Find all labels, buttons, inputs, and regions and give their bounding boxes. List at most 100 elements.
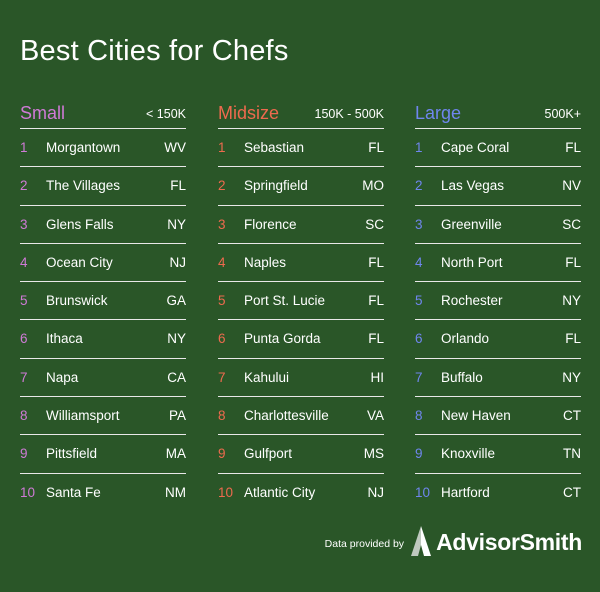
table-row: 6 Punta Gorda FL — [218, 320, 384, 359]
rank-number: 7 — [218, 369, 226, 385]
column-header: Small < 150K — [20, 100, 186, 129]
table-row: 10 Hartford CT — [415, 474, 581, 511]
city-name: Cape Coral — [441, 140, 510, 155]
state-code: CT — [563, 408, 581, 424]
rank-number: 7 — [415, 369, 423, 385]
state-code: TN — [563, 446, 581, 462]
table-row: 7 Kahului HI — [218, 359, 385, 398]
table-row: 2 Springfield MO — [218, 167, 384, 206]
state-code: HI — [370, 369, 385, 385]
table-row: 7 Buffalo NY — [415, 359, 581, 398]
city-name: Charlottesville — [244, 408, 329, 424]
rank-number: 9 — [218, 446, 226, 462]
state-code: MA — [165, 446, 186, 462]
table-row: 4 North Port FL — [415, 244, 581, 283]
table-row: 9 Pittsfield MA — [20, 435, 186, 474]
state-code: NY — [562, 293, 581, 309]
table-row: 8 Williamsport PA — [20, 397, 186, 436]
city-name: The Villages — [46, 178, 121, 194]
table-row: 3 Greenville SC — [415, 206, 581, 244]
state-code: FL — [368, 293, 384, 309]
rank-number: 2 — [20, 178, 28, 194]
column-range: < 150K — [146, 107, 186, 121]
column-large: Large 500K+ 1 Cape Coral FL 2 Las Vegas NV 3 Gr… — [415, 100, 581, 511]
city-name: Kahului — [244, 369, 290, 385]
rank-number: 9 — [415, 446, 423, 462]
state-code: FL — [170, 178, 186, 194]
city-name: North Port — [441, 254, 503, 270]
rank-number: 7 — [20, 369, 28, 385]
city-name: Santa Fe — [46, 484, 101, 500]
city-name: Buffalo — [441, 369, 483, 385]
city-name: Punta Gorda — [244, 331, 321, 347]
city-name: Sebastian — [244, 140, 305, 155]
table-row: 2 The Villages FL — [20, 167, 186, 206]
state-code: NY — [167, 216, 186, 232]
column-range: 500K+ — [544, 107, 582, 121]
city-name: Brunswick — [46, 293, 108, 309]
city-list: 1 Morgantown WV 2 The Villages FL 3 Glens Falls… — [20, 129, 186, 511]
state-code: FL — [565, 331, 581, 347]
footer-text: Data provided by — [324, 538, 405, 550]
state-code: PA — [168, 408, 186, 424]
table-row: 9 Knoxville TN — [415, 435, 581, 474]
state-code: FL — [368, 140, 384, 155]
table-row: 8 New Haven CT — [415, 397, 581, 436]
rank-number: 4 — [20, 254, 28, 270]
city-name: Las Vegas — [441, 178, 505, 194]
table-row: 4 Naples FL — [218, 244, 384, 283]
state-code: MO — [362, 178, 384, 194]
state-code: MS — [363, 446, 384, 462]
city-name: Springfield — [244, 178, 308, 194]
column-range: 150K - 500K — [314, 107, 385, 121]
table-row: 6 Orlando FL — [415, 320, 581, 359]
city-name: Naples — [244, 254, 287, 270]
column-midsize: Midsize 150K - 500K 1 Sebastian FL 2 Springf… — [218, 100, 384, 511]
page-title: Best Cities for Chefs — [20, 35, 289, 67]
rank-number: 8 — [20, 408, 28, 424]
rank-number: 10 — [415, 484, 431, 500]
column-small: Small < 150K 1 Morgantown WV 2 The Villages F… — [20, 100, 186, 511]
column-header: Large 500K+ — [415, 100, 581, 129]
city-name: Morgantown — [46, 140, 121, 155]
table-row: 3 Florence SC — [218, 206, 384, 244]
rank-number: 6 — [218, 331, 226, 347]
state-code: CA — [167, 369, 186, 385]
state-code: SC — [562, 216, 581, 232]
rank-number: 10 — [218, 484, 234, 500]
state-code: NM — [165, 484, 186, 500]
table-row: 3 Glens Falls NY — [20, 206, 186, 244]
rank-number: 5 — [20, 293, 28, 309]
state-code: FL — [565, 140, 581, 155]
city-name: New Haven — [441, 408, 511, 424]
state-code: WV — [164, 140, 186, 155]
table-row: 6 Ithaca NY — [20, 320, 186, 359]
table-row: 1 Sebastian FL — [218, 129, 384, 168]
column-name: Large — [415, 103, 462, 123]
rank-number: 2 — [218, 178, 226, 194]
table-row: 8 Charlottesville VA — [218, 397, 384, 436]
rank-number: 9 — [20, 446, 28, 462]
city-name: Napa — [46, 369, 79, 385]
city-name: Orlando — [441, 331, 490, 347]
rank-number: 4 — [218, 254, 226, 270]
city-name: Florence — [244, 216, 297, 232]
city-name: Pittsfield — [46, 446, 98, 462]
rank-number: 5 — [415, 293, 423, 309]
table-row: 2 Las Vegas NV — [415, 167, 581, 206]
table-row: 1 Cape Coral FL — [415, 129, 581, 168]
city-name: Williamsport — [46, 408, 120, 424]
rank-number: 1 — [20, 140, 28, 155]
city-name: Ocean City — [46, 254, 113, 270]
state-code: FL — [368, 331, 384, 347]
city-list: 1 Sebastian FL 2 Springfield MO 3 Florence SC 4 Na… — [218, 129, 384, 511]
table-row: 9 Gulfport MS — [218, 435, 384, 474]
table-row: 4 Ocean City NJ — [20, 244, 186, 283]
state-code: NJ — [367, 484, 385, 500]
city-name: Atlantic City — [244, 484, 316, 500]
state-code: NY — [562, 369, 581, 385]
rank-number: 2 — [415, 178, 423, 194]
footer-credit: Data provided by AdvisorSmith — [325, 523, 582, 559]
table-row: 10 Santa Fe NM — [20, 474, 186, 511]
